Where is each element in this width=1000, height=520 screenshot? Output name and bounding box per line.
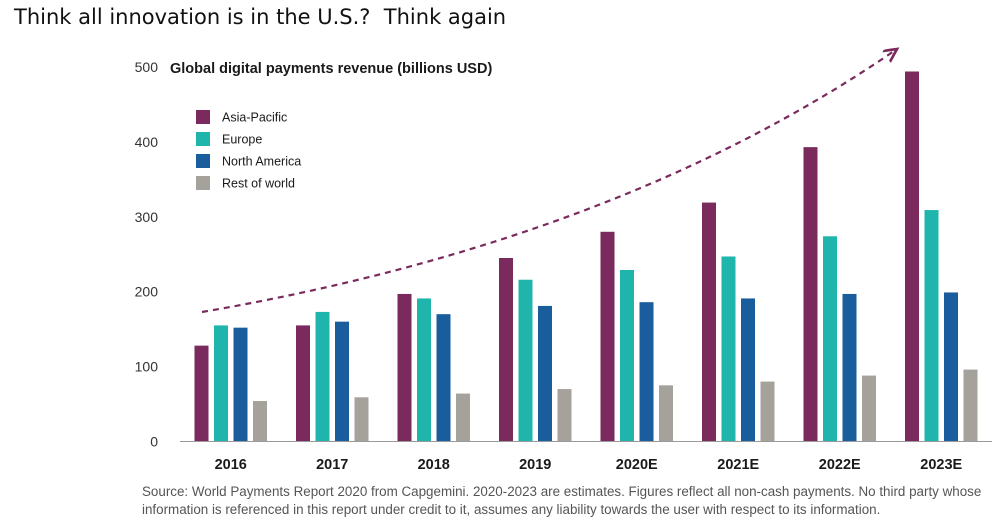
bar-asia-pacific-2018: [397, 293, 412, 442]
bar-north-america-2023e: [944, 292, 958, 442]
bar-europe-2022e: [823, 236, 837, 442]
y-tick-label: 100: [135, 359, 159, 375]
x-tick-label: 2022E: [819, 457, 861, 473]
bar-asia-pacific-2016: [194, 345, 209, 442]
source-note: Source: World Payments Report 2020 from …: [142, 484, 982, 517]
x-tick-label: 2016: [215, 457, 247, 473]
bar-rest-of-world-2019: [557, 389, 572, 442]
bar-europe-2023e: [924, 210, 939, 442]
legend-label: Asia-Pacific: [222, 111, 287, 125]
bar-north-america-2017: [335, 321, 349, 442]
x-tick-label: 2018: [418, 457, 450, 473]
y-tick-label: 400: [135, 134, 159, 150]
y-tick-label: 200: [135, 284, 159, 300]
bar-north-america-2022e: [842, 293, 857, 442]
legend-swatch: [196, 154, 210, 168]
bar-asia-pacific-2019: [499, 257, 513, 442]
bar-north-america-2018: [436, 314, 451, 442]
bar-chart: 0 100 200 300 400 500 Global digital payments…: [135, 0, 992, 473]
legend-label: Europe: [222, 133, 262, 147]
bar-asia-pacific-2023e: [905, 71, 919, 442]
bar-europe-2018: [417, 298, 431, 442]
legend-swatch: [196, 110, 210, 124]
chart-title: Global digital payments revenue (billion…: [170, 61, 492, 77]
bar-europe-2016: [214, 325, 228, 442]
trend-arrow-line: [201, 49, 897, 314]
y-axis-ticks: 0 100 200 300 400 500: [135, 59, 159, 450]
y-tick-label: 500: [135, 59, 159, 75]
bar-europe-2019: [518, 279, 533, 442]
legend: Asia-Pacific Europe North America Rest of w…: [196, 110, 301, 191]
legend-label: North America: [222, 155, 301, 169]
bar-rest-of-world-2017: [354, 397, 369, 442]
x-tick-label: 2023E: [920, 457, 962, 473]
bar-north-america-2019: [538, 305, 552, 442]
bars: [194, 71, 978, 442]
bar-asia-pacific-2017: [296, 325, 310, 442]
y-tick-label: 300: [135, 209, 159, 225]
legend-swatch: [196, 176, 210, 190]
bar-europe-2017: [315, 311, 330, 442]
x-tick-label: 2021E: [717, 457, 759, 473]
bar-asia-pacific-2020e: [600, 231, 615, 442]
bar-north-america-2016: [233, 327, 248, 442]
x-axis-ticks: 2016 2017 2018 2019 2020E 2021E 2022E 2023E: [215, 457, 963, 473]
y-tick-label: 0: [150, 434, 158, 450]
bar-rest-of-world-2023e: [963, 369, 978, 442]
bar-north-america-2021e: [741, 298, 755, 442]
x-tick-label: 2019: [519, 457, 551, 473]
bar-north-america-2020e: [639, 302, 654, 442]
bar-rest-of-world-2022e: [862, 375, 876, 442]
bar-rest-of-world-2018: [456, 393, 470, 442]
bar-asia-pacific-2022e: [803, 147, 818, 442]
legend-swatch: [196, 132, 210, 146]
bar-rest-of-world-2016: [253, 401, 267, 442]
x-tick-label: 2017: [316, 457, 348, 473]
bar-europe-2020e: [620, 269, 634, 442]
legend-label: Rest of world: [222, 177, 295, 191]
bar-asia-pacific-2021e: [702, 202, 716, 442]
bar-rest-of-world-2020e: [659, 385, 673, 442]
x-tick-label: 2020E: [616, 457, 658, 473]
trend-arrow: [201, 49, 897, 314]
slide-title: Think all innovation is in the U.S.? Thi…: [14, 5, 507, 29]
bar-rest-of-world-2021e: [760, 381, 775, 442]
bar-europe-2021e: [721, 256, 736, 442]
